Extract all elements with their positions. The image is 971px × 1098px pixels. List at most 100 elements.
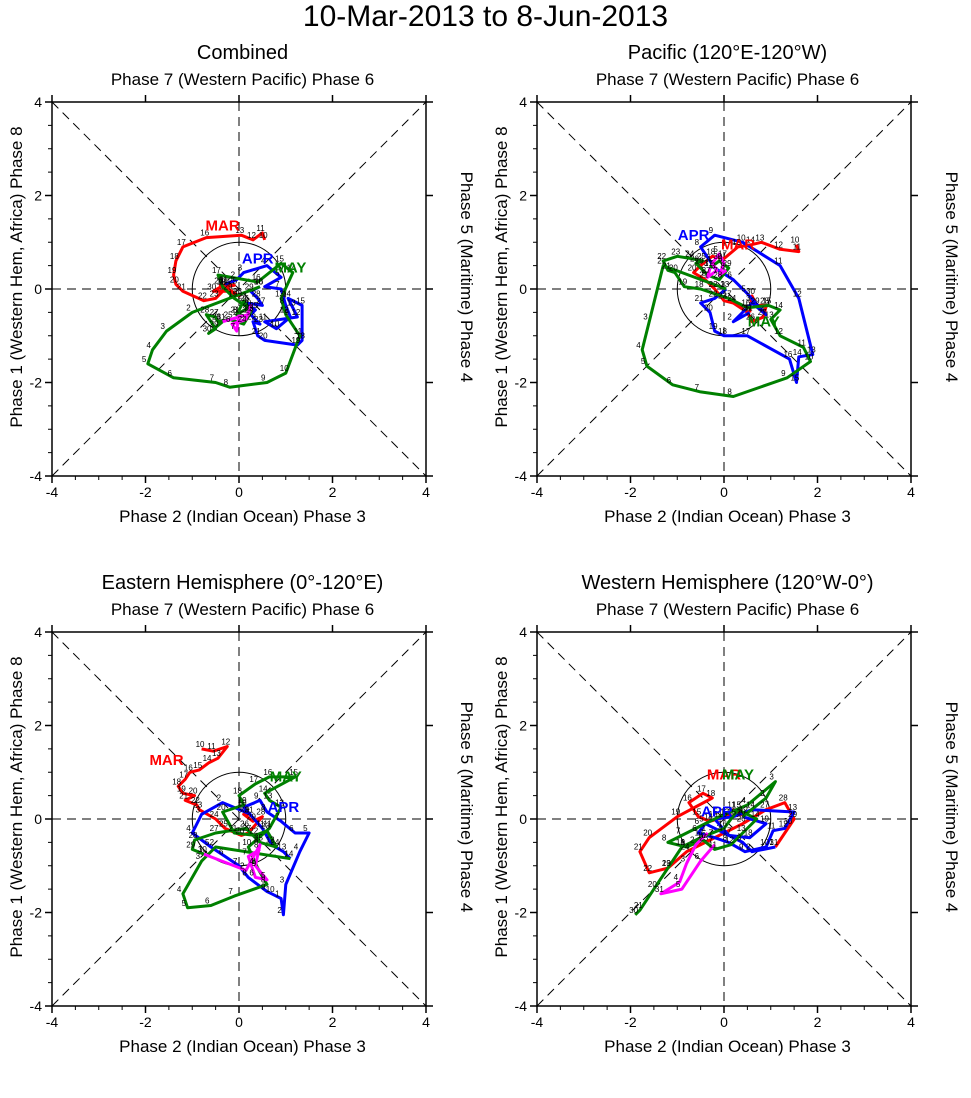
day-label: 3 — [238, 264, 243, 273]
day-label: 9 — [261, 882, 266, 891]
day-label: 9 — [284, 308, 289, 317]
day-label: 14 — [746, 236, 755, 245]
day-label: 11 — [709, 840, 718, 849]
series-line-jun — [222, 303, 253, 333]
day-label: 17 — [212, 266, 221, 275]
month-label-mar: MAR — [206, 218, 240, 235]
x-tick-label: -4 — [531, 484, 544, 500]
phase-label-bottom: Phase 2 (Indian Ocean) Phase 3 — [119, 1037, 366, 1056]
day-label: 10 — [259, 231, 268, 240]
day-label: 23 — [261, 822, 270, 831]
day-label: 25 — [699, 833, 708, 842]
day-label: 27 — [758, 308, 767, 317]
series-line-may — [146, 261, 302, 389]
day-label: 13 — [720, 808, 729, 817]
day-label: 3 — [254, 836, 259, 845]
day-label: 11 — [727, 801, 736, 810]
day-label: 31 — [744, 303, 753, 312]
day-label: 22 — [709, 289, 718, 298]
diagonal-line — [51, 631, 427, 1007]
day-label: 11 — [256, 224, 265, 233]
day-label: 16 — [741, 299, 750, 308]
day-label: 10 — [280, 364, 289, 373]
day-label: 9 — [261, 374, 266, 383]
day-label: 9 — [739, 843, 744, 852]
day-label: 7 — [231, 322, 236, 331]
day-label: 16 — [263, 768, 272, 777]
x-tick-label: 4 — [422, 1014, 430, 1030]
x-tick-label: 4 — [907, 484, 915, 500]
day-label: 23 — [193, 801, 202, 810]
day-label: 5 — [676, 880, 681, 889]
day-label: 17 — [249, 775, 258, 784]
day-label: 15 — [727, 808, 736, 817]
day-label: 24 — [221, 278, 230, 287]
day-label: 8 — [723, 833, 728, 842]
day-label: 22 — [238, 292, 247, 301]
day-label: 6 — [226, 315, 231, 324]
diagonal-line — [536, 631, 912, 1007]
day-label: 6 — [667, 376, 672, 385]
day-label: 31 — [769, 838, 778, 847]
day-label: 16 — [252, 273, 261, 282]
x-tick-label: 0 — [720, 484, 728, 500]
day-label: 23 — [671, 247, 680, 256]
day-label: 16 — [783, 350, 792, 359]
day-label: 5 — [240, 310, 245, 319]
day-label: 8 — [695, 238, 700, 247]
x-tick-label: -2 — [624, 1014, 637, 1030]
day-label: 14 — [203, 754, 212, 763]
day-label: 5 — [142, 355, 147, 364]
day-label: 20 — [704, 303, 713, 312]
diagonal-line — [51, 101, 427, 477]
day-label: 23 — [245, 303, 254, 312]
day-label: 6 — [692, 824, 697, 833]
day-label: 16 — [709, 810, 718, 819]
day-label: 10 — [804, 352, 813, 361]
day-label: 14 — [282, 289, 291, 298]
day-label: 3 — [242, 306, 247, 315]
day-label: 13 — [755, 233, 764, 242]
day-label: 23 — [210, 289, 219, 298]
day-label: 15 — [692, 808, 701, 817]
day-label: 13 — [807, 345, 816, 354]
month-label-may: MAY — [748, 313, 780, 330]
month-label-apr: APR — [678, 227, 710, 244]
day-label: 5 — [713, 808, 718, 817]
day-label: 25 — [249, 301, 258, 310]
day-label: 11 — [774, 257, 783, 266]
day-label: 30 — [746, 287, 755, 296]
day-label: 12 — [774, 327, 783, 336]
day-label: 2 — [277, 906, 282, 915]
day-label: 4 — [760, 306, 765, 315]
day-label: 17 — [177, 238, 186, 247]
day-label: 10 — [697, 831, 706, 840]
day-label: 13 — [212, 749, 221, 758]
day-label: 31 — [217, 313, 226, 322]
day-label: 3 — [681, 854, 686, 863]
day-label: 6 — [727, 271, 732, 280]
panel-title: Combined — [196, 42, 289, 64]
day-label: 31 — [219, 275, 228, 284]
day-label: 2 — [186, 303, 191, 312]
day-label: 12 — [779, 819, 788, 828]
day-label: 21 — [228, 824, 237, 833]
day-label: 20 — [688, 264, 697, 273]
day-label: 27 — [256, 296, 265, 305]
day-label: 8 — [261, 803, 266, 812]
month-label-may: MAY — [274, 260, 306, 277]
day-label: 29 — [224, 282, 233, 291]
day-label: 30 — [629, 906, 638, 915]
day-label: 20 — [643, 829, 652, 838]
day-label: 29 — [788, 810, 797, 819]
day-label: 8 — [261, 875, 266, 884]
day-label: 15 — [275, 254, 284, 263]
day-label: 20 — [259, 331, 268, 340]
day-label: 2 — [210, 838, 215, 847]
day-label: 27 — [219, 278, 228, 287]
day-label: 11 — [259, 313, 268, 322]
y-tick-label: 4 — [519, 624, 527, 640]
y-tick-label: 4 — [34, 624, 42, 640]
x-tick-label: 2 — [814, 484, 822, 500]
